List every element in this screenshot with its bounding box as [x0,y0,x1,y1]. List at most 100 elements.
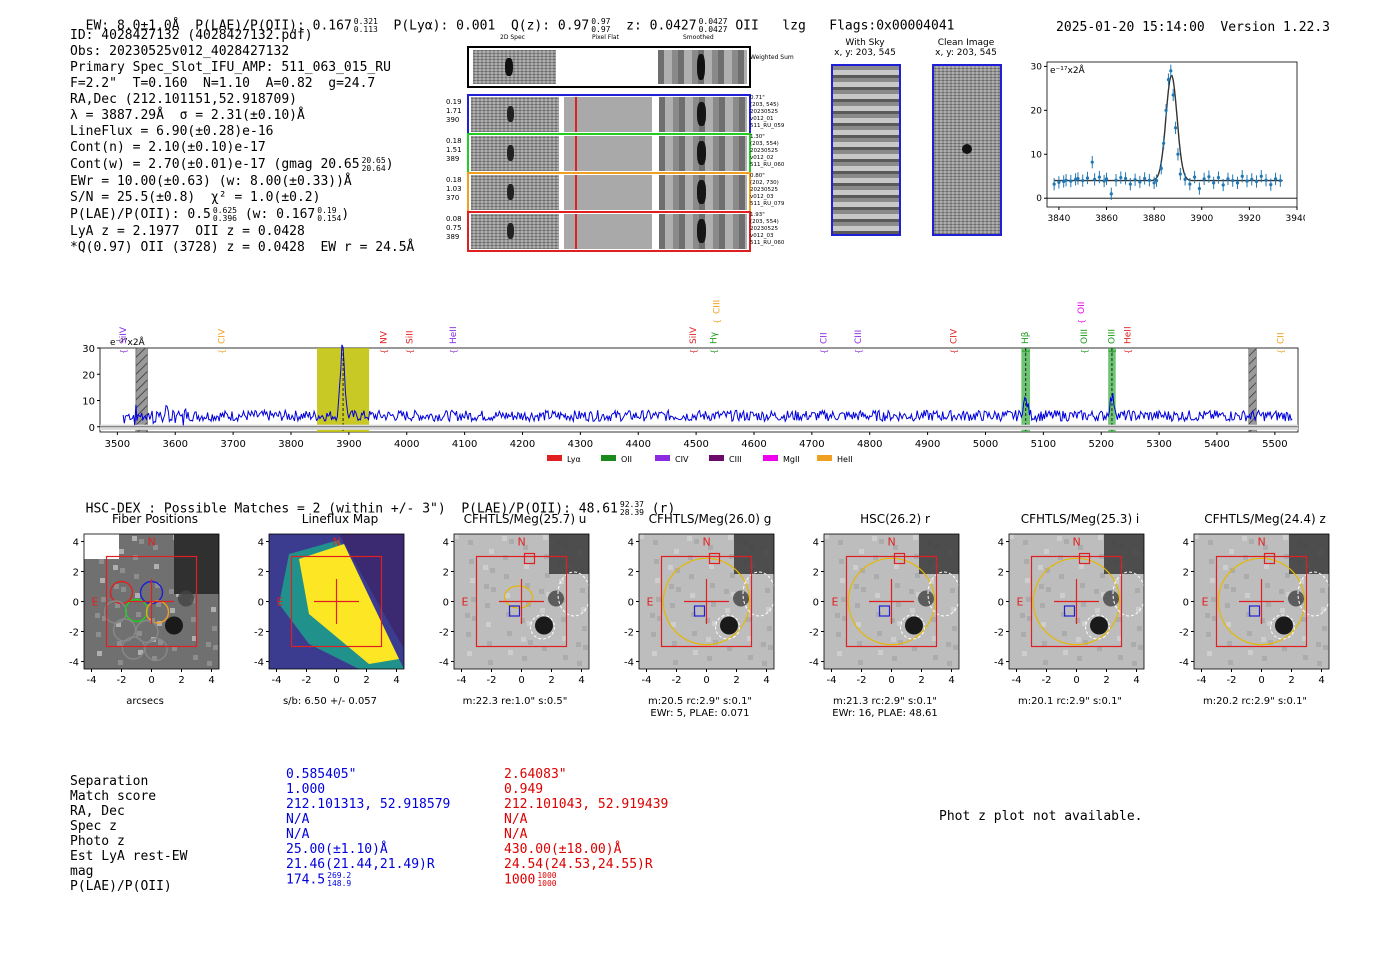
cutout-y-tick-label: 4 [628,538,634,549]
zoom-data-point [1128,182,1132,186]
north-label: N [518,536,526,549]
row-label: RA, Dec [70,804,125,819]
zoom-data-point [1085,176,1090,180]
z-value: z: 0.0427 [626,18,697,34]
catalog-ellipse [900,614,925,640]
cutout-x-tick-label: 4 [1318,675,1324,686]
zoom-data-point [1133,178,1137,182]
zoom-plot-frame [1046,61,1298,208]
svg-text:{: { [380,349,389,354]
spectrum-x-tick-label: 3900 [336,439,361,450]
zoom-y-tick-label: 20 [1031,106,1043,116]
spectrum-x-tick-label: 3500 [105,439,130,450]
fiber-row: 0.08 0.75 389 1.93" (203, 554) 20230525 v012_0… [440,211,800,252]
legend-label: CIII [729,455,742,464]
dark-region [919,534,959,574]
cutout-x-tick-label: -4 [87,675,97,686]
legend-label: HeII [837,455,853,464]
search-box [475,555,568,648]
spectrum-x-tick-label: 5500 [1262,439,1287,450]
legend-swatch [817,455,832,461]
info-sn: S/N = 25.5(±0.8) χ² = 1.0(±0.2) [70,190,321,205]
svg-text:{: { [449,349,458,354]
ew-value: EW: 8.0±1.0Å [85,18,180,34]
zoom-data-point [1152,181,1156,185]
cutout-y-tick-label: 0 [628,598,634,609]
match-marker-blue [508,605,521,617]
lineflux-corner [339,534,404,649]
source-blob [1288,590,1304,607]
info-lineflux: LineFlux = 6.90(±0.28)e-16 [70,124,274,139]
zoom-data-point [1188,182,1192,186]
svg-text:{: { [1021,349,1030,354]
spectrum-x-tick-label: 4600 [741,439,766,450]
north-label: N [333,536,341,549]
cutout-x-tick-label: -2 [1042,675,1052,686]
cutout-x-tick-label: 0 [518,675,524,686]
legend-swatch [601,455,616,461]
zoom-data-point [1093,177,1097,181]
legend-swatch [709,455,724,461]
emission-line-label: OII [1077,302,1087,314]
east-label: E [1202,596,1209,609]
svg-text:{: { [1077,319,1086,324]
zoom-x-tick-label: 3880 [1143,214,1166,224]
cutout-y-tick-label: 4 [813,538,819,549]
spectrum-x-tick-label: 4800 [857,439,882,450]
match-marker-red [1078,552,1091,565]
fiber-row: 0.19 1.71 390 0.71" (203, 545) 20230525 v012_0… [440,94,800,135]
cutout-y-tick-label: -2 [624,628,634,639]
legend-swatch [547,455,562,461]
info-id: ID: 4028427132 (4028427132.pdf) [70,28,313,43]
zoom-data-point [1240,174,1244,178]
zoom-data-point [1235,181,1240,185]
zoom-data-point [1062,179,1066,184]
svg-text:{: { [854,349,863,354]
cutout-y-tick-label: -4 [1179,658,1189,669]
spectrum-x-tick-label: 5100 [1031,439,1056,450]
east-label: E [277,596,284,609]
east-label: E [647,596,654,609]
match-marker-blue [878,605,891,617]
zoom-data-point [1166,77,1171,82]
cutout-y-tick-label: 4 [443,538,449,549]
search-box [1215,555,1308,648]
legend-swatch [763,455,778,461]
aperture-circle [847,557,936,646]
match-table-blue: 0.585405" 1.000 212.101313, 52.918579 N/… [286,767,450,890]
catalog-ellipse [1297,571,1331,617]
cutout-panel: CFHTLS/Meg(24.4) z N E -4 -2 0 2 4 4 2 0 -2 -4 m:20.2… [1179,512,1360,727]
search-box [290,555,383,648]
cutout-title: CFHTLS/Meg(25.7) u [463,512,587,526]
cutout-image: N E -4 -2 0 2 4 4 2 0 -2 -4 [1179,533,1331,686]
cutout-title: HSC(26.2) r [860,512,930,526]
aperture-circle [662,557,751,646]
cutout-caption: m:22.3 re:1.0" s:0.5" [462,696,568,707]
zoom-data-point [1064,178,1068,182]
spectrum-x-tick-label: 4200 [510,439,535,450]
emission-line-label: SiIV [689,326,699,344]
search-box [660,555,753,648]
cutout-y-tick-label: 2 [73,568,79,579]
match-marker-blue [693,605,706,617]
svg-text:{: { [1123,349,1132,354]
zoom-data-point [1212,181,1216,185]
cutout-y-tick-label: 2 [998,568,1004,579]
cutout-caption: m:21.3 rc:2.9" s:0.1" EWr: 16, PLAE: 48.6… [832,696,938,719]
catalog-ellipse [1112,571,1146,617]
cutout-y-tick-label: -2 [254,628,264,639]
cutout-x-tick-label: -4 [1197,675,1207,686]
cutout-x-tick-label: 4 [763,675,769,686]
red-cell: 0.949 [504,782,544,797]
cutout-y-tick-label: 4 [998,538,1004,549]
cutout-y-tick-label: -4 [624,658,634,669]
cutout-y-tick-label: -4 [254,658,264,669]
match-marker-red [523,552,536,565]
cutout-x-tick-label: -2 [1227,675,1237,686]
weighted-sum-strip [467,46,751,88]
blue-cell: N/A [286,827,310,842]
z-line: OII [735,18,759,34]
fiber-row-right-values: 1.30" (203, 554) 20230525 v012_02 511_RU_060 [750,134,785,168]
zoom-fit-curve [1054,74,1283,182]
red-cell: 212.101043, 52.919439 [504,797,669,812]
